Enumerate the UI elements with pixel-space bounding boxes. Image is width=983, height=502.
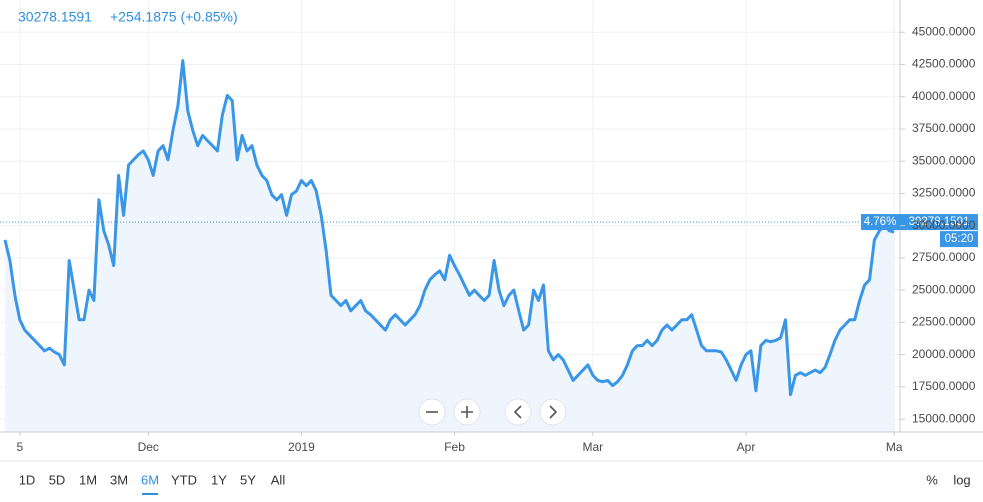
y-tick-label: 15000.0000: [912, 411, 976, 425]
y-tick-label: 27500.0000: [912, 250, 976, 264]
toolbar: 1D 5D 1M 3M 6M YTD 1Y 5Y All% log: [19, 472, 971, 495]
change-tag-bg: [861, 214, 900, 231]
plot: [3, 59, 895, 432]
header-value: 30278.1591: [18, 9, 92, 25]
scroll-left-icon: [513, 405, 522, 419]
range-button[interactable]: YTD: [171, 472, 197, 487]
x-tick-label: 2019: [288, 440, 315, 454]
price-tag: 30278.1591: [909, 216, 970, 228]
range-button[interactable]: 5Y: [240, 472, 256, 487]
y-tick-label: 22500.0000: [912, 315, 976, 329]
price-tag-bg: [900, 214, 978, 231]
price-tags: 4.76% 30278.1591 05:20: [0, 214, 978, 248]
y-tick-label: 25000.0000: [912, 282, 976, 296]
y-tick-label: 35000.0000: [912, 153, 976, 167]
y-tick-label: 30000.0000: [912, 218, 976, 232]
range-button[interactable]: All: [271, 472, 286, 487]
y-tick-label: 20000.0000: [912, 347, 976, 361]
range-button[interactable]: 1M: [79, 472, 97, 487]
zoom-in-icon: [461, 406, 473, 418]
x-tick-label: Feb: [444, 440, 465, 454]
x-tick-label: Mar: [583, 440, 604, 454]
scale-button[interactable]: log: [953, 472, 970, 487]
scroll-left-button[interactable]: [504, 398, 532, 426]
scroll-right-icon: [549, 405, 558, 419]
price-line: [3, 59, 895, 397]
change-tag: 4.76%: [864, 216, 897, 228]
zoom-controls: [418, 398, 567, 426]
x-tick-label: Dec: [138, 440, 159, 454]
x-tick-label: 5: [16, 440, 23, 454]
x-tick-label: Apr: [737, 440, 756, 454]
y-tick-label: 37500.0000: [912, 121, 976, 135]
y-tick-label: 32500.0000: [912, 186, 976, 200]
area: [5, 60, 895, 432]
scroll-right-button[interactable]: [539, 398, 567, 426]
scale-button[interactable]: %: [926, 472, 938, 487]
y-tick-label: 45000.0000: [912, 24, 976, 38]
y-tick-label: 42500.0000: [912, 57, 976, 71]
range-button[interactable]: 5D: [49, 472, 66, 487]
header-change: +254.1875 (+0.85%): [110, 9, 238, 25]
countdown-tag: 05:20: [945, 233, 974, 245]
x-tick-label: Ma: [886, 440, 903, 454]
range-button[interactable]: 1Y: [211, 472, 227, 487]
range-button[interactable]: 3M: [110, 472, 128, 487]
range-button[interactable]: 6M: [141, 472, 159, 487]
countdown-tag-bg: [940, 231, 978, 248]
y-tick-label: 17500.0000: [912, 379, 976, 393]
y-tick-label: 40000.0000: [912, 89, 976, 103]
range-button[interactable]: 1D: [19, 472, 36, 487]
